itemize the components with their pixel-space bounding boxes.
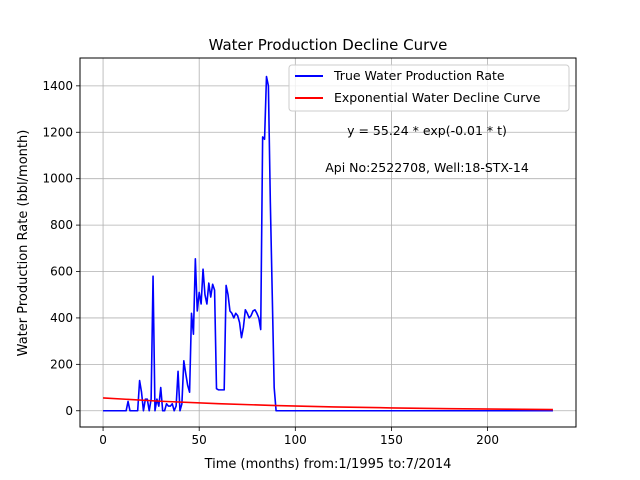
series-line-true-rate xyxy=(103,75,553,412)
x-tick-label: 0 xyxy=(99,433,107,447)
y-tick-label: 600 xyxy=(50,265,73,279)
y-tick-label: 0 xyxy=(65,404,73,418)
legend: True Water Production Rate Exponential W… xyxy=(288,64,570,112)
y-tick-label: 1400 xyxy=(42,79,73,93)
equation-annotation: y = 55.24 * exp(-0.01 * t) xyxy=(347,123,507,138)
x-tick-label: 50 xyxy=(192,433,207,447)
chart-title: Water Production Decline Curve xyxy=(209,36,448,54)
y-tick-label: 1000 xyxy=(42,172,73,186)
x-tick-label: 200 xyxy=(476,433,499,447)
well-annotation: Api No:2522708, Well:18-STX-14 xyxy=(325,160,529,175)
y-tick-label: 1200 xyxy=(42,125,73,139)
x-tick-label: 150 xyxy=(380,433,403,447)
legend-label-exponential: Exponential Water Decline Curve xyxy=(334,90,541,105)
grid xyxy=(80,58,576,427)
series-line-exponential xyxy=(103,397,553,411)
y-tick-label: 400 xyxy=(50,311,73,325)
y-axis-label: Water Production Rate (bbl/month) xyxy=(16,130,31,357)
series-layer xyxy=(103,75,553,412)
legend-box xyxy=(288,64,570,112)
x-axis-label: Time (months) from:1/1995 to:7/2014 xyxy=(204,457,452,472)
legend-label-true-rate: True Water Production Rate xyxy=(333,68,505,83)
y-tick-label: 200 xyxy=(50,357,73,371)
ticks: 0 50 100 150 200 0 200 400 600 800 1000 1200 1400 xyxy=(42,79,499,447)
plot-frame xyxy=(79,57,577,428)
y-tick-label: 800 xyxy=(50,218,73,232)
x-tick-label: 100 xyxy=(284,433,307,447)
